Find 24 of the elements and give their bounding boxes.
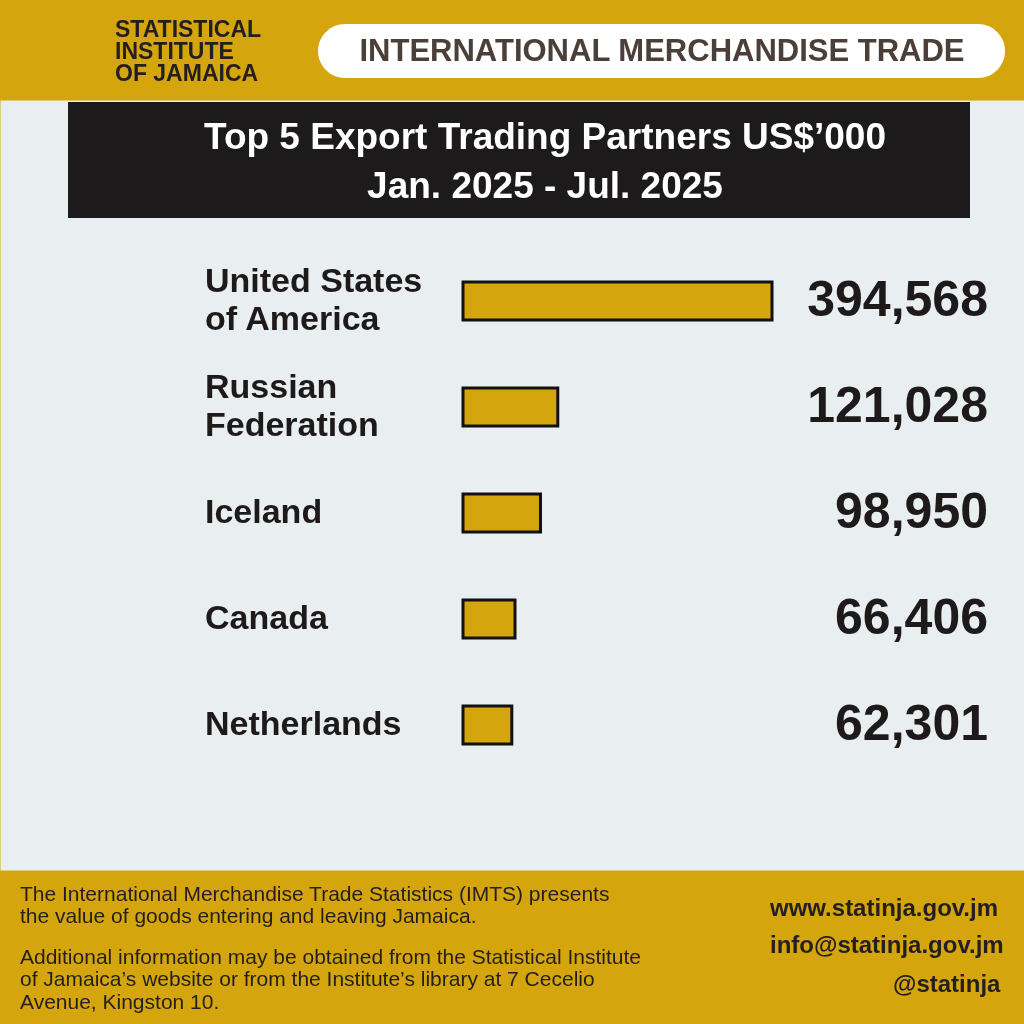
- y-tick-label: Iceland: [205, 492, 323, 530]
- bar: [461, 704, 514, 746]
- y-tick-label: Russian Federation: [205, 367, 379, 443]
- text: www.statinja.gov.jm: [769, 894, 999, 921]
- bar: [461, 386, 560, 428]
- text: INTERNATIONAL MERCHANDISE TRADE: [359, 33, 965, 68]
- bar: [461, 280, 774, 322]
- text: STATISTICAL INSTITUTE OF JAMAICA: [115, 16, 262, 86]
- y-tick-label: United States of America: [205, 261, 423, 337]
- text: info@statinja.gov.jm: [770, 931, 1004, 958]
- chart-subtitle: Jan. 2025 - Jul. 2025: [367, 165, 723, 206]
- text: @statinja: [893, 970, 1002, 997]
- bar: [461, 492, 542, 534]
- text: The International Merchandise Trade Statistics (IMTS) presents the value of goods entering and leaving Jamaica.: [20, 882, 610, 927]
- chart-title: Top 5 Export Trading Partners US$’000: [204, 116, 886, 157]
- data-label: 98,950: [835, 483, 988, 539]
- data-label: 66,406: [835, 589, 988, 645]
- y-tick-label: Netherlands: [205, 704, 402, 742]
- text: Additional information may be obtained from the Statistical Institute of Jamaica’s website or from the Institute’s library at 7 Cecelio Avenue, Kingston 10.: [20, 944, 641, 1013]
- data-label: 394,568: [807, 271, 988, 327]
- bar: [461, 598, 517, 640]
- data-label: 121,028: [807, 377, 988, 433]
- y-tick-label: Canada: [205, 598, 329, 636]
- data-label: 62,301: [835, 695, 988, 751]
